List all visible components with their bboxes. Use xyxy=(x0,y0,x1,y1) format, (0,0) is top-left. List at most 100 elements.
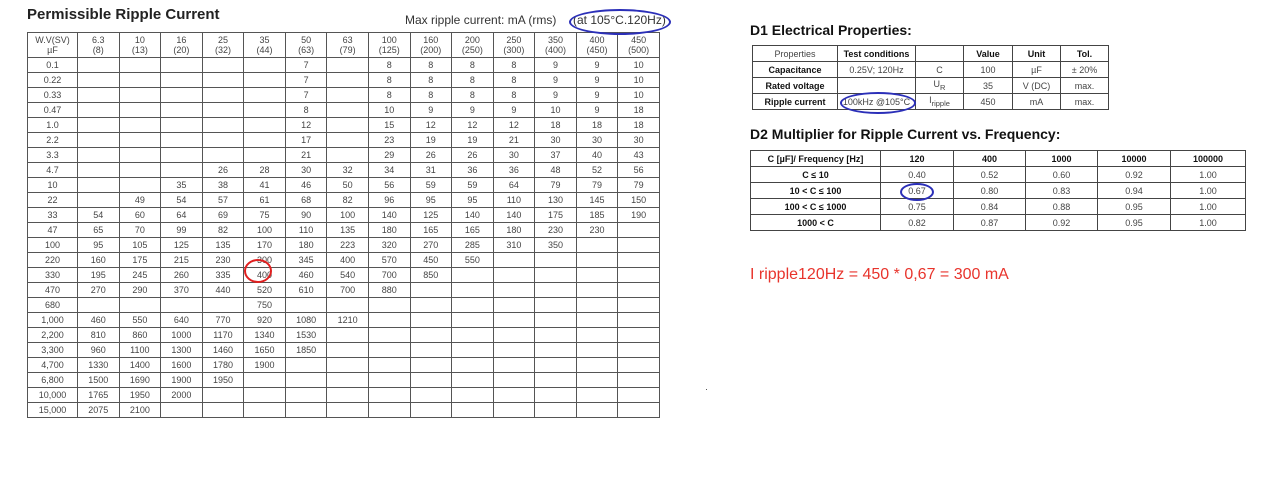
ripple-value-cell: 140 xyxy=(492,207,536,223)
ripple-value-cell xyxy=(492,312,536,328)
ripple-value-cell xyxy=(575,252,619,268)
ripple-value-cell: 130 xyxy=(534,192,577,208)
ripple-value-cell xyxy=(326,327,369,343)
header-line: 16 xyxy=(176,35,187,45)
ripple-value-cell: 30 xyxy=(284,162,328,178)
table-row: 100 < C ≤ 1000 0.75 0.84 0.88 0.95 1.00 xyxy=(750,198,1246,215)
ripple-value-cell xyxy=(575,402,619,418)
ripple-value-cell: 700 xyxy=(326,282,369,298)
ripple-value-cell xyxy=(201,102,245,118)
capacitance-cell: 4.7 xyxy=(27,162,78,178)
property-cell xyxy=(915,45,964,62)
property-cell: 450 xyxy=(963,93,1013,110)
ripple-value-cell xyxy=(77,297,120,313)
header-line: 63 xyxy=(342,35,353,45)
column-header: 350 (400) xyxy=(534,32,577,58)
ripple-value-cell: 370 xyxy=(160,282,203,298)
ripple-value-cell: 230 xyxy=(534,222,577,238)
property-cell: Unit xyxy=(1012,45,1061,62)
ripple-value-cell: 79 xyxy=(575,177,619,193)
property-cell: Properties xyxy=(752,45,838,62)
ripple-value-cell xyxy=(201,117,245,133)
ripple-value-cell xyxy=(243,372,286,388)
ripple-value-cell xyxy=(160,87,203,103)
multiplier-cell: 0.95 xyxy=(1097,214,1171,231)
ripple-value-cell: 880 xyxy=(367,282,411,298)
ripple-value-cell: 18 xyxy=(617,102,660,118)
ripple-value-cell: 190 xyxy=(617,207,660,223)
ripple-value-cell: 920 xyxy=(243,312,286,328)
property-cell: 0.25V; 120Hz xyxy=(837,61,916,78)
ripple-value-cell: 100 xyxy=(243,222,286,238)
ripple-value-cell: 610 xyxy=(284,282,328,298)
multiplier-cell: 100000 xyxy=(1170,150,1246,167)
ripple-value-cell xyxy=(160,57,203,73)
ripple-value-cell: 9 xyxy=(534,72,577,88)
ripple-value-cell xyxy=(617,342,660,358)
ripple-value-cell xyxy=(492,387,536,403)
ripple-value-cell: 320 xyxy=(367,237,411,253)
ripple-value-cell: 23 xyxy=(367,132,411,148)
header-line: 200 xyxy=(464,35,480,45)
ripple-value-cell: 95 xyxy=(77,237,120,253)
ripple-value-cell: 12 xyxy=(284,117,328,133)
electrical-properties-table: Properties Test conditions Value Unit Tol. Ca… xyxy=(752,45,1109,110)
table-row: 2.2 17 23 19 19 21 30 30 30 xyxy=(27,132,660,148)
ripple-value-cell: 30 xyxy=(575,132,619,148)
ripple-table-unit: Max ripple current: mA (rms) xyxy=(405,13,557,27)
table-row: 47 65 70 99 82 100 110 135 180 165 165 180 230 230 xyxy=(27,222,660,238)
ripple-value-cell xyxy=(243,387,286,403)
header-line: (500) xyxy=(628,45,650,55)
ripple-value-cell xyxy=(367,357,411,373)
table-row: 470 270 290 370 440 520 610 700 880 xyxy=(27,282,660,298)
ripple-value-cell xyxy=(575,297,619,313)
ripple-value-cell: 41 xyxy=(243,177,286,193)
ripple-value-cell: 9 xyxy=(575,102,619,118)
ripple-value-cell: 165 xyxy=(451,222,494,238)
header-line: (450) xyxy=(586,45,608,55)
table-row: 0.33 7 8 8 8 8 9 9 10 xyxy=(27,87,660,103)
ripple-value-cell xyxy=(575,312,619,328)
ripple-value-cell: 285 xyxy=(451,237,494,253)
ripple-value-cell xyxy=(534,267,577,283)
ripple-value-cell: 1340 xyxy=(243,327,286,343)
ripple-value-cell xyxy=(160,117,203,133)
ripple-value-cell xyxy=(617,267,660,283)
ripple-value-cell: 550 xyxy=(118,312,162,328)
multiplier-cell: 1000 < C xyxy=(750,214,881,231)
ripple-value-cell: 290 xyxy=(118,282,162,298)
property-cell: 100kHz @105°C xyxy=(837,93,916,110)
ripple-value-cell: 65 xyxy=(77,222,120,238)
capacitance-cell: 0.1 xyxy=(27,57,78,73)
ripple-value-cell: 9 xyxy=(575,87,619,103)
ripple-value-cell: 38 xyxy=(201,177,245,193)
table-row: 15,000 2075 2100 xyxy=(27,402,660,418)
ripple-value-cell: 79 xyxy=(617,177,660,193)
multiplier-cell: 0.60 xyxy=(1025,166,1098,183)
column-header: 10 (13) xyxy=(118,32,162,58)
multiplier-cell: C [µF]/ Frequency [Hz] xyxy=(750,150,881,167)
ripple-value-cell xyxy=(326,132,369,148)
ripple-value-cell xyxy=(575,342,619,358)
capacitance-cell: 3.3 xyxy=(27,147,78,163)
table-row: 0.47 8 10 9 9 9 10 9 18 xyxy=(27,102,660,118)
ripple-value-cell: 8 xyxy=(492,87,536,103)
column-header: 25 (32) xyxy=(201,32,245,58)
ripple-value-cell: 135 xyxy=(201,237,245,253)
ripple-value-cell: 26 xyxy=(451,147,494,163)
ripple-value-cell: 9 xyxy=(409,102,453,118)
ripple-value-cell xyxy=(243,132,286,148)
ripple-value-cell: 7 xyxy=(284,57,328,73)
multiplier-cell: 0.92 xyxy=(1097,166,1171,183)
ripple-value-cell xyxy=(367,387,411,403)
capacitance-cell: 330 xyxy=(27,267,78,283)
ripple-table-condition: (at 105°C.120Hz) xyxy=(573,13,666,27)
ripple-value-cell: 135 xyxy=(326,222,369,238)
header-line: (200) xyxy=(420,45,442,55)
ripple-value-cell: 10 xyxy=(534,102,577,118)
ripple-value-cell xyxy=(118,102,162,118)
column-header: 200 (250) xyxy=(451,32,494,58)
header-line: 6.3 xyxy=(92,35,105,45)
ripple-value-cell xyxy=(534,402,577,418)
ripple-value-cell xyxy=(492,297,536,313)
